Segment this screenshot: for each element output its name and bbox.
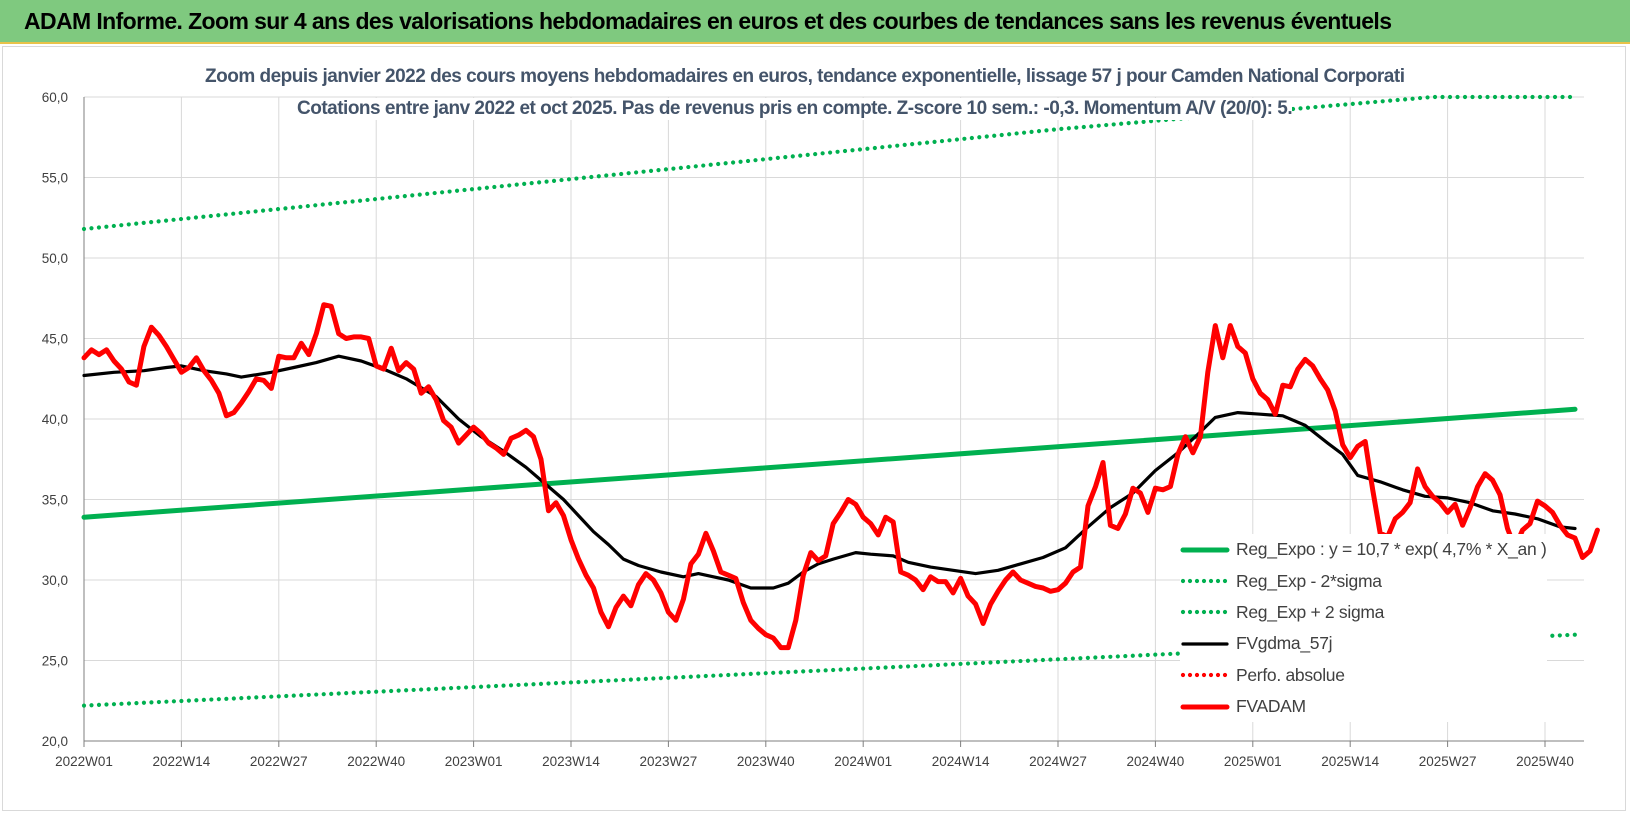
legend-swatch (1180, 701, 1230, 713)
chart-title: Zoom depuis janvier 2022 des cours moyen… (205, 66, 1405, 88)
legend-item: Perfo. absolue (1180, 660, 1547, 691)
y-tick-label: 40,0 (42, 412, 68, 427)
legend-item: Reg_Expo : y = 10,7 * exp( 4,7% * X_an ) (1180, 534, 1547, 565)
y-tick-label: 30,0 (42, 573, 68, 588)
y-tick-label: 45,0 (42, 332, 68, 347)
x-tick-label: 2023W01 (445, 754, 503, 769)
legend-swatch (1180, 575, 1230, 587)
legend-label: Perfo. absolue (1236, 664, 1345, 685)
legend-item: FVADAM (1180, 691, 1547, 722)
series-line-reg-exp-2-sigma (81, 94, 1578, 232)
x-tick-label: 2022W01 (55, 754, 113, 769)
legend-label: Reg_Exp + 2 sigma (1236, 601, 1385, 622)
y-tick-label: 35,0 (42, 493, 68, 508)
y-tick-label: 60,0 (42, 90, 68, 105)
x-tick-label: 2022W27 (250, 754, 308, 769)
x-tick-label: 2024W40 (1127, 754, 1185, 769)
x-tick-label: 2022W40 (347, 754, 405, 769)
title-banner: ADAM Informe. Zoom sur 4 ans des valoris… (0, 0, 1630, 44)
x-tick-label: 2022W14 (153, 754, 211, 769)
legend-item: Reg_Exp + 2 sigma (1180, 597, 1547, 628)
x-tick-label: 2024W01 (834, 754, 892, 769)
x-tick-label: 2023W40 (737, 754, 795, 769)
x-tick-label: 2023W27 (640, 754, 698, 769)
legend-item: Reg_Exp - 2*sigma (1180, 565, 1547, 596)
y-tick-label: 20,0 (42, 734, 68, 749)
x-tick-label: 2025W40 (1516, 754, 1574, 769)
legend-item: FVgdma_57j (1180, 628, 1547, 659)
x-tick-label: 2025W01 (1224, 754, 1282, 769)
y-tick-label: 25,0 (42, 654, 68, 669)
x-tick-label: 2024W27 (1029, 754, 1087, 769)
series-line-reg-expo-y-10-7-exp-4-7-x-an (81, 406, 1578, 520)
legend-label: FVADAM (1236, 696, 1306, 717)
series-line-fvadam (81, 302, 1600, 651)
x-tick-label: 2024W14 (932, 754, 990, 769)
legend-label: FVgdma_57j (1236, 633, 1333, 654)
series-lines (81, 94, 1600, 708)
chart-frame (2, 46, 1626, 811)
legend-swatch (1180, 606, 1230, 618)
legend-label: Reg_Exp - 2*sigma (1236, 570, 1382, 591)
legend-swatch (1180, 544, 1230, 556)
chart-legend: Reg_Expo : y = 10,7 * exp( 4,7% * X_an )… (1180, 534, 1547, 723)
x-tick-label: 2025W27 (1419, 754, 1477, 769)
series-line-fvgdma-57j (82, 354, 1577, 590)
chart-subtitle: Cotations entre janv 2022 et oct 2025. P… (297, 98, 1293, 120)
report-title: ADAM Informe. Zoom sur 4 ans des valoris… (24, 8, 1392, 34)
x-tick-label: 2025W14 (1321, 754, 1379, 769)
y-tick-label: 50,0 (42, 251, 68, 266)
y-tick-label: 55,0 (42, 171, 68, 186)
legend-label: Reg_Expo : y = 10,7 * exp( 4,7% * X_an ) (1236, 539, 1547, 560)
legend-swatch (1180, 669, 1230, 681)
axes: 20,0 25,0 30,0 35,0 40,0 45,0 50,0 55,0 60,0 2022… (42, 90, 1584, 769)
x-tick-label: 2023W14 (542, 754, 600, 769)
legend-swatch (1180, 638, 1230, 650)
